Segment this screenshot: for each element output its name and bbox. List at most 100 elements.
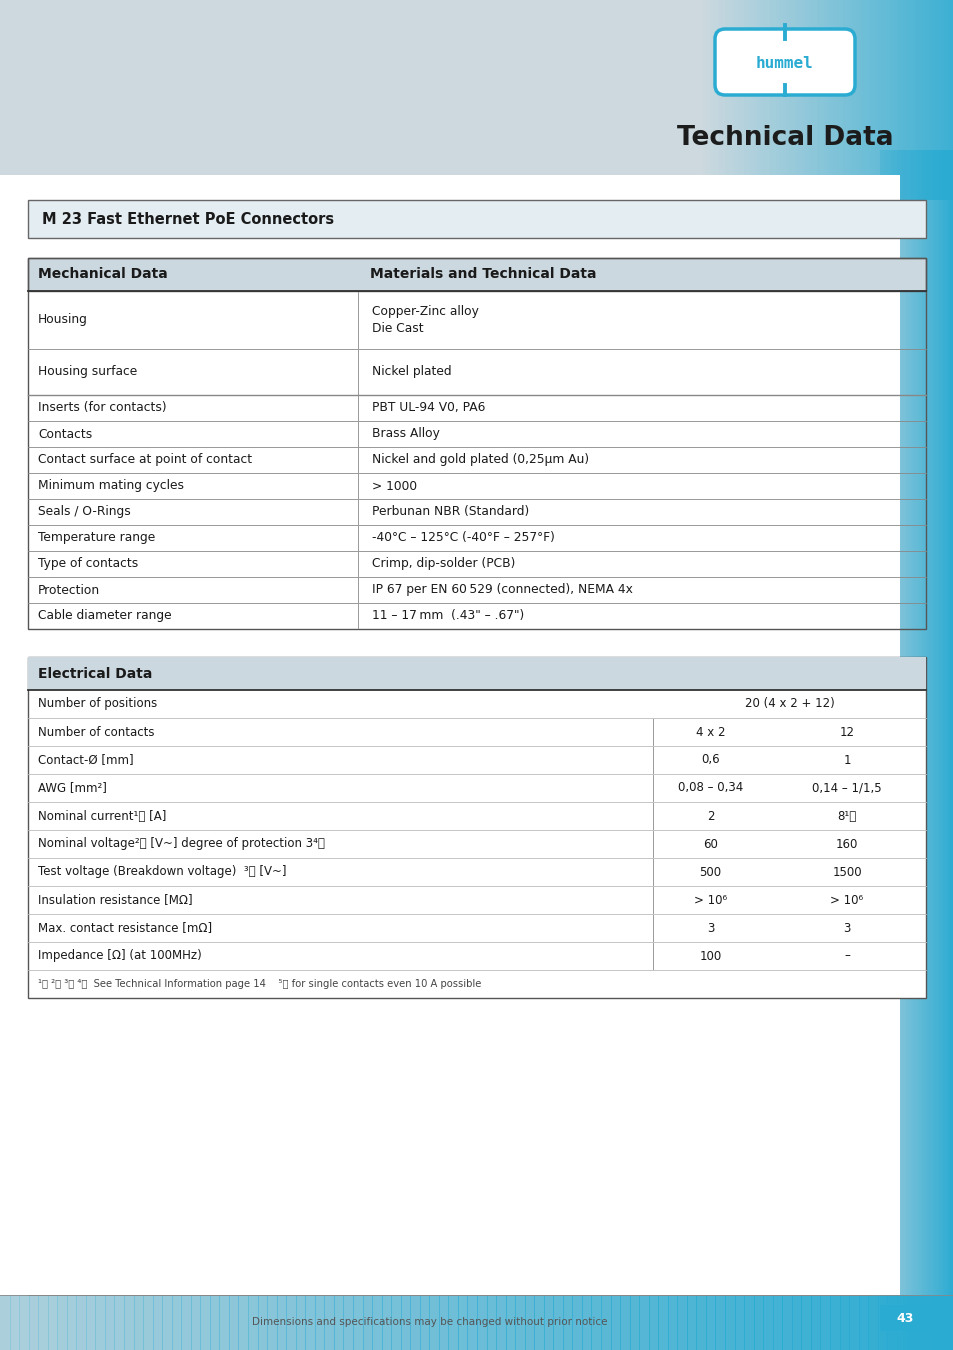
Bar [907, 150, 908, 1350]
Bar [916, 150, 918, 1350]
Bar [820, 0, 823, 200]
Bar [942, 150, 943, 1350]
Bar [887, 150, 889, 1350]
Bar [858, 0, 861, 200]
Text: ¹⧦ ²⧦ ³⧦ ⁴⧦  See Technical Information page 14    ⁵⧦ for single contacts even 10: ¹⧦ ²⧦ ³⧦ ⁴⧦ See Technical Information pa… [38, 979, 481, 990]
Bar [762, 1295, 773, 1350]
Text: 0,08 – 0,34: 0,08 – 0,34 [678, 782, 742, 795]
Bar [948, 150, 949, 1350]
Bar [929, 150, 931, 1350]
Bar [937, 0, 941, 200]
Bar [553, 1295, 563, 1350]
Text: IP 67 per EN 60 529 (connected), NEMA 4x: IP 67 per EN 60 529 (connected), NEMA 4x [372, 583, 632, 597]
Bar [936, 150, 937, 1350]
Bar [114, 1295, 125, 1350]
Bar [696, 1295, 706, 1350]
Bar [915, 0, 918, 200]
Bar [791, 1295, 801, 1350]
Bar [921, 150, 923, 1350]
Bar [864, 0, 867, 200]
Bar [276, 1295, 287, 1350]
Bar [0, 1295, 10, 1350]
Text: Contact surface at point of contact: Contact surface at point of contact [38, 454, 252, 467]
Bar [883, 0, 886, 200]
Bar [918, 150, 919, 1350]
Text: 20 (4 x 2 + 12): 20 (4 x 2 + 12) [744, 698, 834, 710]
Bar [914, 150, 915, 1350]
Bar [855, 0, 858, 200]
Bar [438, 1295, 449, 1350]
Text: Die Cast: Die Cast [372, 323, 423, 336]
Bar [785, 0, 788, 200]
Bar [562, 1295, 573, 1350]
Text: Temperature range: Temperature range [38, 532, 155, 544]
Bar [781, 0, 785, 200]
Bar [581, 1295, 592, 1350]
Bar [721, 0, 724, 200]
Bar [804, 0, 807, 200]
Bar [305, 1295, 315, 1350]
Bar [429, 1295, 439, 1350]
Bar [950, 150, 952, 1350]
Text: 8¹⧦: 8¹⧦ [837, 810, 856, 822]
Bar [879, 1305, 929, 1331]
Bar [28, 258, 925, 292]
Bar [162, 1295, 172, 1350]
Bar [880, 0, 883, 200]
Bar [943, 150, 944, 1350]
Bar [894, 150, 895, 1350]
Bar [826, 0, 829, 200]
Bar [791, 0, 795, 200]
Bar [848, 1295, 859, 1350]
Bar [728, 0, 731, 200]
Bar [143, 1295, 153, 1350]
Bar [924, 0, 927, 200]
Bar [807, 0, 810, 200]
Bar [905, 0, 908, 200]
Bar [946, 0, 950, 200]
Bar [947, 150, 948, 1350]
Bar [700, 0, 702, 200]
Bar [776, 0, 779, 200]
Bar [572, 1295, 582, 1350]
Bar [534, 1295, 544, 1350]
Bar [924, 150, 926, 1350]
Bar [648, 1295, 659, 1350]
Bar [889, 150, 890, 1350]
Bar [891, 150, 893, 1350]
Bar [867, 1295, 878, 1350]
Bar [740, 0, 743, 200]
Text: Nickel plated: Nickel plated [372, 366, 451, 378]
Bar [781, 1295, 792, 1350]
Bar [896, 1295, 906, 1350]
Bar [731, 0, 734, 200]
Bar [927, 150, 928, 1350]
Bar [200, 1295, 211, 1350]
Bar [884, 150, 885, 1350]
Bar [457, 1295, 468, 1350]
Bar [743, 0, 747, 200]
Text: 11 – 17 mm  (.43" – .67"): 11 – 17 mm (.43" – .67") [372, 609, 524, 622]
Bar [400, 1295, 411, 1350]
Bar [934, 0, 937, 200]
Bar [918, 0, 922, 200]
Bar [861, 0, 864, 200]
Bar [600, 1295, 611, 1350]
Bar [941, 150, 942, 1350]
Bar [709, 0, 712, 200]
Bar [877, 0, 880, 200]
FancyBboxPatch shape [714, 28, 854, 94]
Text: Number of positions: Number of positions [38, 698, 157, 710]
Text: Housing surface: Housing surface [38, 366, 137, 378]
Bar [29, 1295, 39, 1350]
Bar [743, 1295, 754, 1350]
Text: 500: 500 [699, 865, 720, 879]
Bar [908, 150, 910, 1350]
Bar [639, 1295, 649, 1350]
Text: Seals / O-Rings: Seals / O-Rings [38, 505, 131, 518]
Text: 0,6: 0,6 [700, 753, 720, 767]
Bar [738, 0, 740, 200]
Bar [912, 150, 914, 1350]
Text: Minimum mating cycles: Minimum mating cycles [38, 479, 184, 493]
Bar [124, 1295, 134, 1350]
